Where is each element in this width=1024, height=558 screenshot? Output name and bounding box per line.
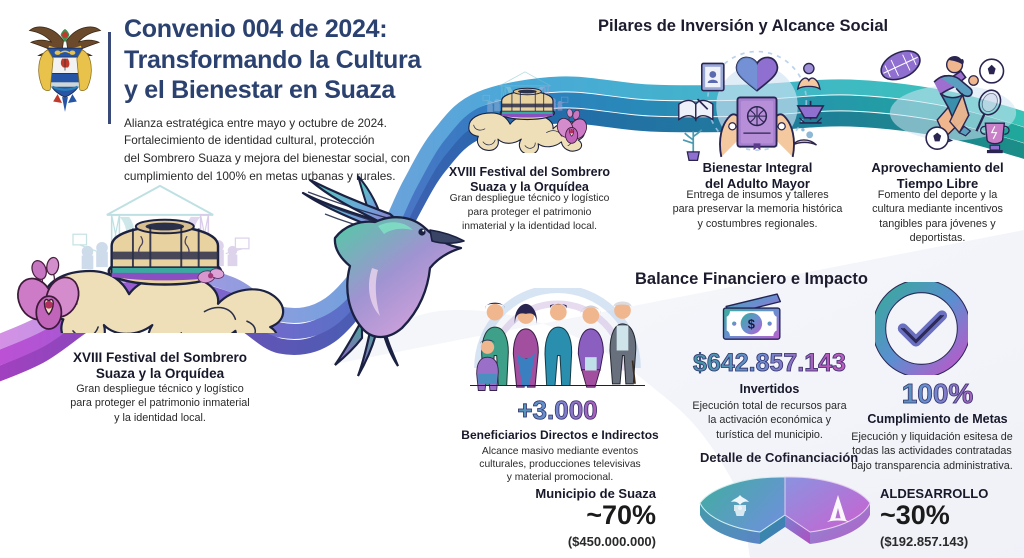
svg-text:$: $ xyxy=(748,316,755,331)
